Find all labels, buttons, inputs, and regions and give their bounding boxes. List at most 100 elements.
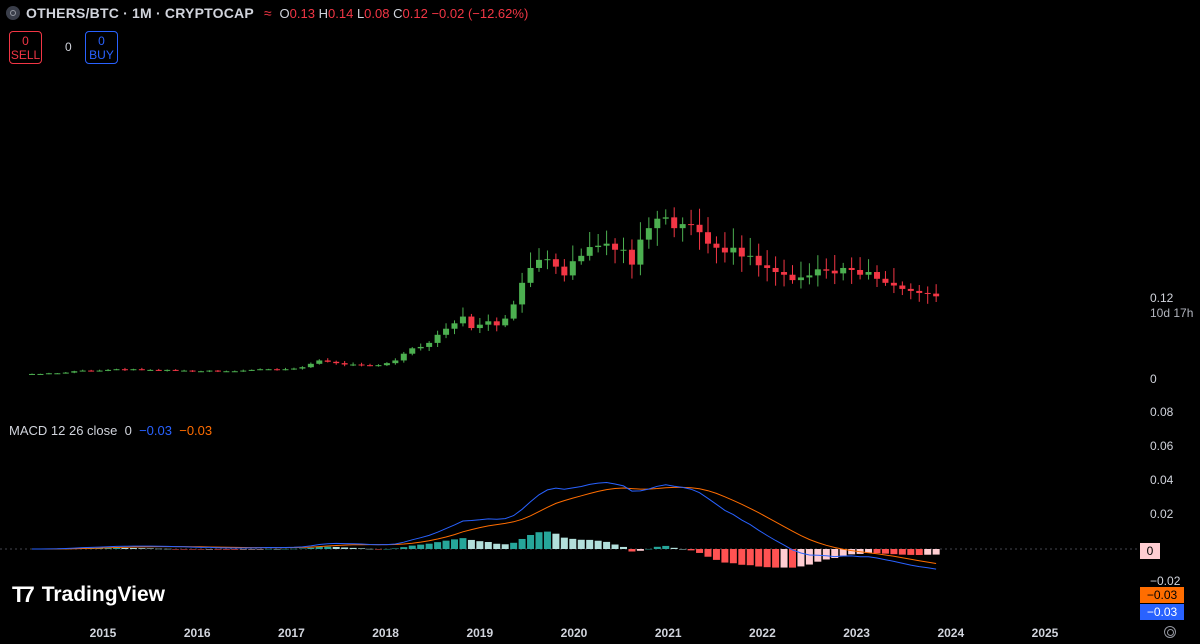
candle-body bbox=[781, 272, 788, 275]
candle-body bbox=[696, 224, 703, 233]
macd-histogram-bar bbox=[805, 549, 813, 565]
settings-gear-icon[interactable] bbox=[1164, 626, 1176, 638]
macd-histogram-bar bbox=[172, 549, 180, 550]
macd-histogram bbox=[36, 531, 940, 568]
candle-body bbox=[358, 364, 365, 366]
candle-body bbox=[375, 365, 382, 367]
macd-histogram-bar bbox=[501, 544, 509, 549]
macd-histogram-bar bbox=[577, 539, 585, 549]
candle-body bbox=[797, 277, 804, 281]
macd-histogram-bar bbox=[822, 549, 830, 560]
macd-histogram-bar bbox=[467, 539, 475, 549]
macd-histogram-bar bbox=[924, 549, 932, 555]
macd-histogram-bar bbox=[797, 549, 805, 567]
price-candles bbox=[29, 207, 940, 375]
sell-button[interactable]: 0 SELL bbox=[9, 31, 42, 64]
macd-histogram-bar bbox=[290, 548, 298, 550]
macd-histogram-bar bbox=[873, 549, 881, 554]
candle-body bbox=[54, 373, 61, 375]
candle-body bbox=[612, 243, 619, 250]
candle-body bbox=[350, 364, 357, 366]
macd-histogram-bar bbox=[222, 549, 230, 550]
macd-axis-label: 0.02 bbox=[1150, 507, 1174, 521]
candle-body bbox=[451, 323, 458, 329]
candle-body bbox=[671, 217, 678, 229]
candle-body bbox=[831, 270, 838, 274]
time-axis-label: 2021 bbox=[655, 626, 682, 640]
candle-body bbox=[933, 293, 940, 297]
candle-body bbox=[552, 259, 559, 267]
market-status-icon: ≈ bbox=[263, 5, 272, 21]
candle-body bbox=[578, 255, 585, 262]
candle-body bbox=[88, 370, 95, 372]
candle-body bbox=[147, 369, 154, 371]
macd-histogram-bar bbox=[104, 548, 112, 549]
macd-legend-signal: −0.03 bbox=[179, 423, 213, 438]
candle-body bbox=[45, 373, 52, 375]
candle-body bbox=[459, 316, 466, 324]
ohlc-values: O0.13 H0.14 L0.08 C0.12 −0.02 (−12.62%) bbox=[279, 5, 529, 21]
macd-histogram-bar bbox=[746, 549, 754, 566]
macd-histogram-bar bbox=[535, 532, 543, 549]
macd-legend[interactable]: MACD 12 26 close 0 −0.03 −0.03 bbox=[9, 423, 212, 438]
candle-body bbox=[679, 224, 686, 229]
macd-histogram-bar bbox=[915, 549, 923, 555]
time-axis-label: 2024 bbox=[937, 626, 964, 640]
tradingview-logo-text: TradingView bbox=[41, 583, 166, 606]
candle-body bbox=[890, 282, 897, 286]
candle-body bbox=[265, 369, 272, 371]
macd-histogram-bar bbox=[510, 542, 518, 549]
price-change: −0.02 (−12.62%) bbox=[431, 5, 529, 21]
candle-body bbox=[544, 259, 551, 261]
macd-histogram-bar bbox=[848, 549, 856, 555]
macd-histogram-bar bbox=[755, 549, 763, 567]
macd-axis-label: 0.04 bbox=[1150, 473, 1174, 487]
buy-button[interactable]: 0 BUY bbox=[85, 31, 118, 64]
time-axis: 2015 2016 2017 2018 2019 2020 2021 2022 2023 2024… bbox=[90, 626, 1059, 640]
macd-histogram-bar bbox=[620, 546, 627, 549]
symbol-logo-icon bbox=[6, 6, 20, 20]
tradingview-logo[interactable]: T7 TradingView bbox=[12, 582, 165, 608]
macd-histogram-bar bbox=[603, 541, 611, 549]
macd-histogram-bar bbox=[197, 549, 205, 550]
symbol-title[interactable]: OTHERS/BTC · 1M · CRYPTOCAP bbox=[26, 5, 254, 21]
candle-body bbox=[181, 370, 188, 372]
macd-histogram-bar bbox=[459, 538, 467, 549]
macd-histogram-bar bbox=[189, 549, 197, 550]
candle-body bbox=[105, 369, 112, 371]
sell-label: SELL bbox=[10, 48, 41, 62]
macd-histogram-bar bbox=[358, 548, 366, 549]
macd-histogram-bar bbox=[780, 549, 788, 568]
macd-histogram-bar bbox=[679, 548, 687, 550]
macd-histogram-bar bbox=[121, 548, 129, 549]
candle-body bbox=[502, 318, 509, 326]
macd-histogram-bar bbox=[628, 549, 636, 552]
time-axis-label: 2017 bbox=[278, 626, 305, 640]
candle-body bbox=[324, 360, 331, 362]
candle-body bbox=[240, 370, 247, 372]
price-axis-zero: 0 bbox=[1150, 372, 1157, 386]
macd-histogram-bar bbox=[273, 548, 281, 550]
macd-histogram-bar bbox=[434, 542, 442, 549]
macd-histogram-bar bbox=[898, 549, 906, 555]
macd-histogram-bar bbox=[324, 546, 332, 549]
macd-histogram-bar bbox=[374, 549, 382, 550]
macd-line bbox=[32, 481, 937, 570]
candle-body bbox=[857, 270, 864, 275]
candle-body bbox=[434, 334, 441, 343]
candle-body bbox=[231, 371, 238, 373]
candle-body bbox=[62, 372, 69, 374]
time-axis-label: 2018 bbox=[372, 626, 399, 640]
macd-axis-label: 0.08 bbox=[1150, 405, 1174, 419]
candle-body bbox=[882, 278, 889, 283]
macd-histogram-bar bbox=[349, 547, 357, 549]
macd-price-axis: 0.08 0.06 0.04 0.02 −0.02 bbox=[1150, 405, 1181, 588]
candle-body bbox=[840, 267, 847, 274]
candle-body bbox=[29, 373, 35, 375]
candle-body bbox=[688, 224, 695, 226]
candle-body bbox=[164, 369, 171, 371]
time-axis-label: 2023 bbox=[843, 626, 870, 640]
macd-histogram-bar bbox=[341, 547, 349, 549]
candle-body bbox=[764, 265, 771, 268]
